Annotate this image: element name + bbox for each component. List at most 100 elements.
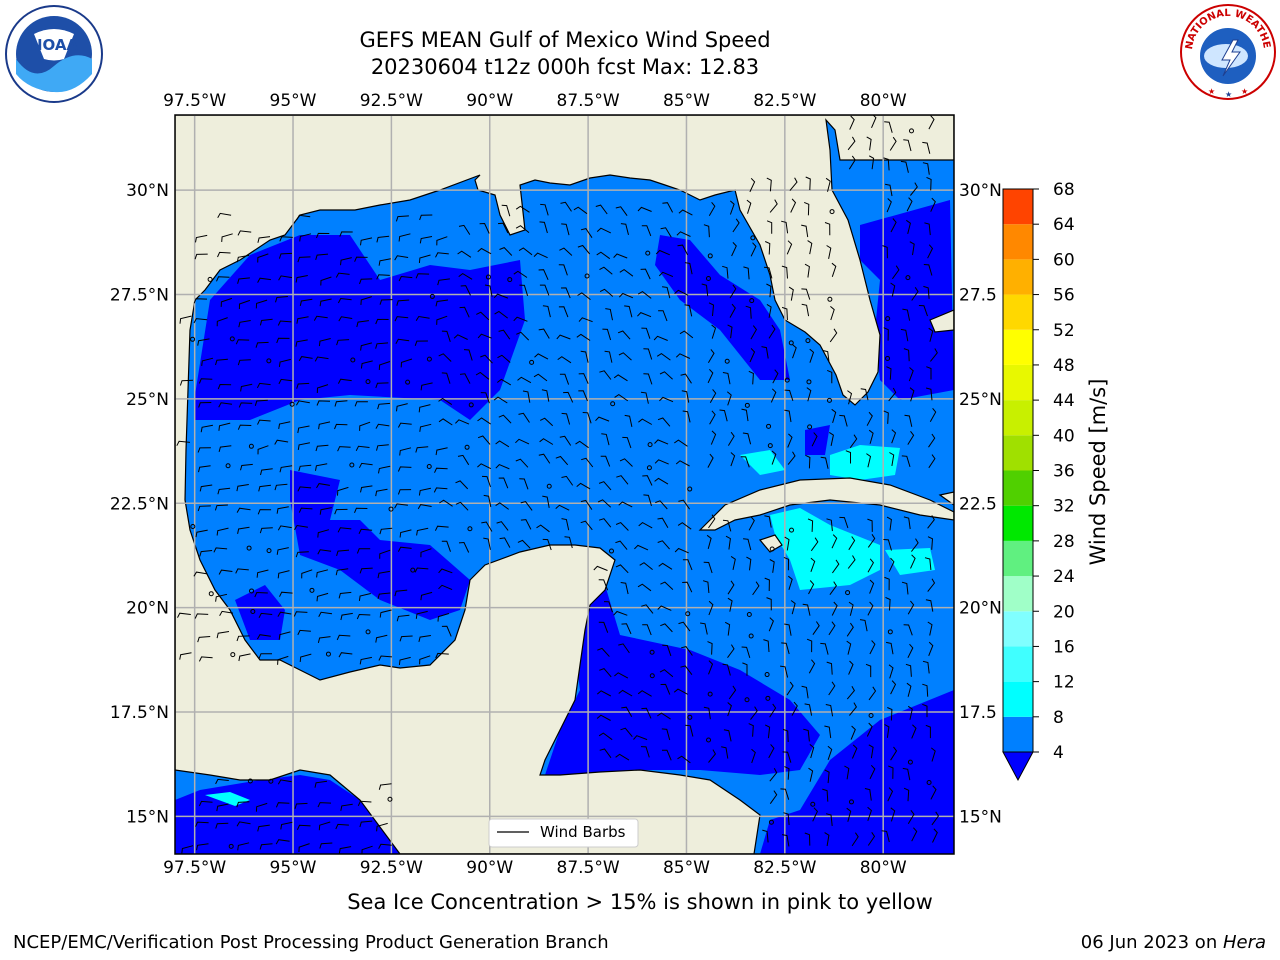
wind-barb	[847, 136, 856, 151]
wind-barb	[622, 436, 632, 449]
wind-barb	[886, 366, 892, 380]
wind-barb	[927, 578, 936, 592]
wind-barb	[495, 464, 510, 470]
wind-barb	[824, 725, 832, 739]
calm-barb	[208, 591, 214, 597]
wind-barb	[682, 410, 691, 423]
wind-barb	[658, 562, 673, 570]
calm-barb	[810, 801, 816, 807]
wind-barb	[316, 232, 330, 239]
wind-barb	[275, 839, 290, 845]
wind-barb	[803, 728, 810, 742]
wind-barb	[297, 629, 311, 636]
wind-barb	[619, 458, 633, 467]
wind-barb	[905, 663, 912, 677]
lon-label-bottom: 80°W	[860, 858, 907, 878]
wind-barb	[237, 277, 250, 284]
wind-barb	[807, 240, 813, 255]
colorbar-tick-label: 52	[1053, 321, 1075, 341]
wind-barb	[356, 548, 371, 554]
wind-barb	[441, 540, 451, 552]
wind-barb	[458, 272, 473, 280]
wind-barb	[561, 223, 570, 236]
wind-barb	[910, 554, 916, 569]
wind-barb	[618, 292, 634, 299]
wind-barb	[708, 201, 716, 216]
svg-text:★: ★	[1241, 87, 1248, 96]
wind-barb	[831, 534, 838, 549]
wind-barb	[728, 685, 737, 700]
wind-barb	[809, 348, 815, 363]
wind-barb	[924, 222, 931, 236]
wind-barb	[825, 704, 834, 717]
calm-barb	[705, 276, 711, 282]
calm-barb	[266, 548, 272, 554]
wind-barb	[235, 339, 250, 345]
calm-barb	[309, 587, 315, 593]
wind-barb	[829, 328, 838, 343]
wind-barb	[278, 421, 291, 429]
wind-barb	[727, 324, 733, 339]
calm-barb	[387, 796, 393, 802]
wind-barb	[376, 444, 389, 451]
wind-barb	[236, 821, 251, 827]
wind-barb	[822, 788, 829, 802]
wind-barb	[766, 177, 772, 192]
calm-barb	[784, 377, 790, 383]
wind-barb	[749, 348, 756, 363]
wind-barb	[641, 225, 652, 237]
colorbar-tick-label: 68	[1053, 180, 1075, 200]
wind-barb	[356, 320, 369, 328]
wind-barb	[786, 240, 793, 255]
wind-barb	[822, 350, 830, 363]
calm-barb	[707, 691, 713, 697]
wind-barb	[599, 288, 614, 297]
wind-barb	[378, 361, 391, 371]
wind-barb	[335, 568, 349, 576]
wind-barb	[576, 333, 591, 341]
wind-barb	[396, 614, 410, 622]
wind-barb	[923, 285, 930, 299]
colorbar-swatch	[1003, 189, 1033, 225]
wind-barb	[396, 403, 408, 412]
wind-barb	[360, 485, 373, 493]
wind-barb	[640, 746, 650, 758]
wind-barb	[398, 233, 411, 242]
wind-barb	[883, 410, 889, 424]
wind-barb	[674, 547, 689, 554]
wind-barb	[375, 423, 390, 429]
wind-barb	[781, 265, 788, 279]
lat-label-left: 22.5°N	[110, 494, 169, 514]
calm-barb	[350, 357, 356, 363]
wind-barb	[334, 508, 348, 515]
wind-barb	[513, 270, 528, 278]
wind-barb	[825, 813, 833, 826]
wind-barb	[801, 288, 811, 300]
wind-barb	[499, 537, 511, 548]
wind-barb	[539, 417, 554, 427]
wind-barb	[200, 424, 213, 433]
lon-label-top: 87.5°W	[557, 91, 620, 111]
wind-barb	[316, 592, 329, 602]
wind-barb	[781, 642, 790, 655]
wind-barb	[538, 453, 551, 464]
calm-barb	[685, 611, 691, 617]
wind-barb	[786, 681, 794, 696]
wind-barb	[195, 529, 208, 538]
wind-barb	[825, 177, 831, 192]
wind-barb	[561, 518, 570, 531]
wind-barb	[848, 660, 854, 675]
colorbar-swatch	[1003, 224, 1033, 260]
wind-barb	[922, 660, 930, 674]
wind-barb	[258, 484, 271, 492]
wind-barb	[418, 404, 431, 413]
wind-barb	[255, 299, 268, 309]
wind-barb	[257, 419, 271, 425]
wind-barb	[597, 647, 610, 657]
wind-barb	[216, 527, 229, 536]
wind-barb	[926, 176, 932, 191]
chart-title: GEFS MEAN Gulf of Mexico Wind Speed	[359, 28, 771, 52]
wind-barb	[673, 688, 688, 695]
wind-barb	[884, 724, 890, 738]
lat-label-left: 25°N	[126, 390, 169, 410]
